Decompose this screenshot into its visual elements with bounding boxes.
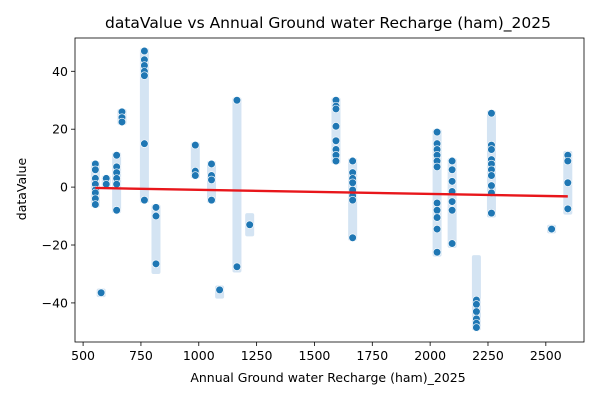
x-axis-ticks: 500 750 1000 1250 1500 1750 2000 2250 2500 — [71, 342, 562, 363]
data-point-68 — [448, 156, 457, 166]
data-point-74 — [448, 239, 457, 248]
x-tick-label: 1250 — [241, 348, 273, 363]
y-tick-label: −40 — [42, 295, 68, 310]
data-point-77 — [472, 307, 481, 316]
data-point-16 — [112, 206, 121, 215]
data-point-37 — [215, 285, 224, 294]
data-point-11 — [112, 151, 121, 160]
data-point-39 — [232, 262, 242, 271]
x-tick-label: 750 — [129, 348, 153, 363]
data-point-55 — [348, 196, 357, 205]
data-point-38 — [232, 96, 242, 105]
data-point-73 — [448, 206, 457, 215]
x-tick-label: 2000 — [414, 348, 446, 363]
plot-frame — [74, 37, 585, 343]
data-point-20 — [140, 46, 149, 56]
data-point-87 — [487, 171, 496, 180]
data-point-67 — [432, 248, 442, 257]
data-point-1 — [91, 165, 100, 174]
data-point-91 — [547, 224, 556, 234]
data-point-33 — [207, 159, 216, 169]
data-point-63 — [432, 198, 442, 208]
data-point-94 — [563, 178, 572, 187]
data-point-76 — [472, 300, 481, 309]
y-tick-label: 0 — [60, 180, 68, 195]
confidence-band-6 — [151, 204, 161, 274]
data-point-15 — [112, 180, 121, 189]
data-point-26 — [140, 196, 149, 205]
data-point-45 — [331, 136, 341, 145]
data-point-44 — [331, 122, 341, 131]
data-point-32 — [191, 171, 200, 180]
data-point-95 — [563, 204, 572, 213]
y-tick-label: −20 — [42, 238, 68, 253]
x-tick-label: 1000 — [183, 348, 215, 363]
x-tick-label: 1500 — [299, 348, 331, 363]
data-point-72 — [448, 197, 457, 206]
data-point-66 — [432, 224, 442, 234]
data-point-69 — [448, 165, 457, 174]
data-point-28 — [151, 211, 161, 221]
x-tick-label: 500 — [71, 348, 95, 363]
chart-title: dataValue vs Annual Ground water Recharg… — [105, 14, 551, 33]
data-point-64 — [432, 206, 442, 215]
confidence-band-5 — [139, 48, 149, 204]
x-axis-label: Annual Ground water Recharge (ham)_2025 — [190, 370, 465, 385]
data-point-90 — [487, 209, 496, 218]
data-point-36 — [207, 196, 216, 205]
data-point-7 — [91, 200, 100, 209]
y-axis-label: dataValue — [14, 157, 29, 220]
data-point-62 — [432, 162, 442, 171]
data-point-56 — [348, 233, 357, 242]
x-tick-label: 1750 — [356, 348, 388, 363]
data-point-93 — [563, 156, 572, 166]
x-tick-label: 2500 — [530, 348, 562, 363]
x-tick-label: 2250 — [472, 348, 504, 363]
data-point-43 — [331, 104, 341, 114]
data-point-52 — [348, 178, 357, 187]
data-point-25 — [140, 139, 149, 148]
data-point-65 — [432, 213, 442, 222]
y-tick-label: 40 — [52, 64, 68, 79]
data-point-81 — [487, 109, 496, 118]
data-point-49 — [348, 156, 357, 166]
data-point-24 — [140, 71, 149, 80]
confidence-band-10 — [232, 97, 242, 273]
data-point-29 — [151, 259, 161, 268]
data-point-30 — [191, 141, 200, 150]
data-point-40 — [245, 220, 254, 229]
trend-line-group — [95, 186, 568, 198]
y-tick-label: 20 — [52, 122, 68, 137]
data-point-80 — [472, 323, 481, 332]
data-point-8 — [97, 288, 106, 297]
data-point-35 — [207, 175, 216, 184]
data-point-83 — [487, 145, 496, 154]
data-point-27 — [151, 203, 161, 212]
y-axis-ticks: −40 −20 0 20 40 — [42, 64, 75, 310]
data-point-10 — [102, 180, 111, 189]
data-point-19 — [117, 117, 127, 127]
data-point-57 — [432, 127, 442, 137]
data-point-70 — [448, 177, 457, 186]
data-point-88 — [487, 181, 496, 190]
data-point-48 — [331, 156, 341, 166]
trend-line — [95, 186, 568, 198]
